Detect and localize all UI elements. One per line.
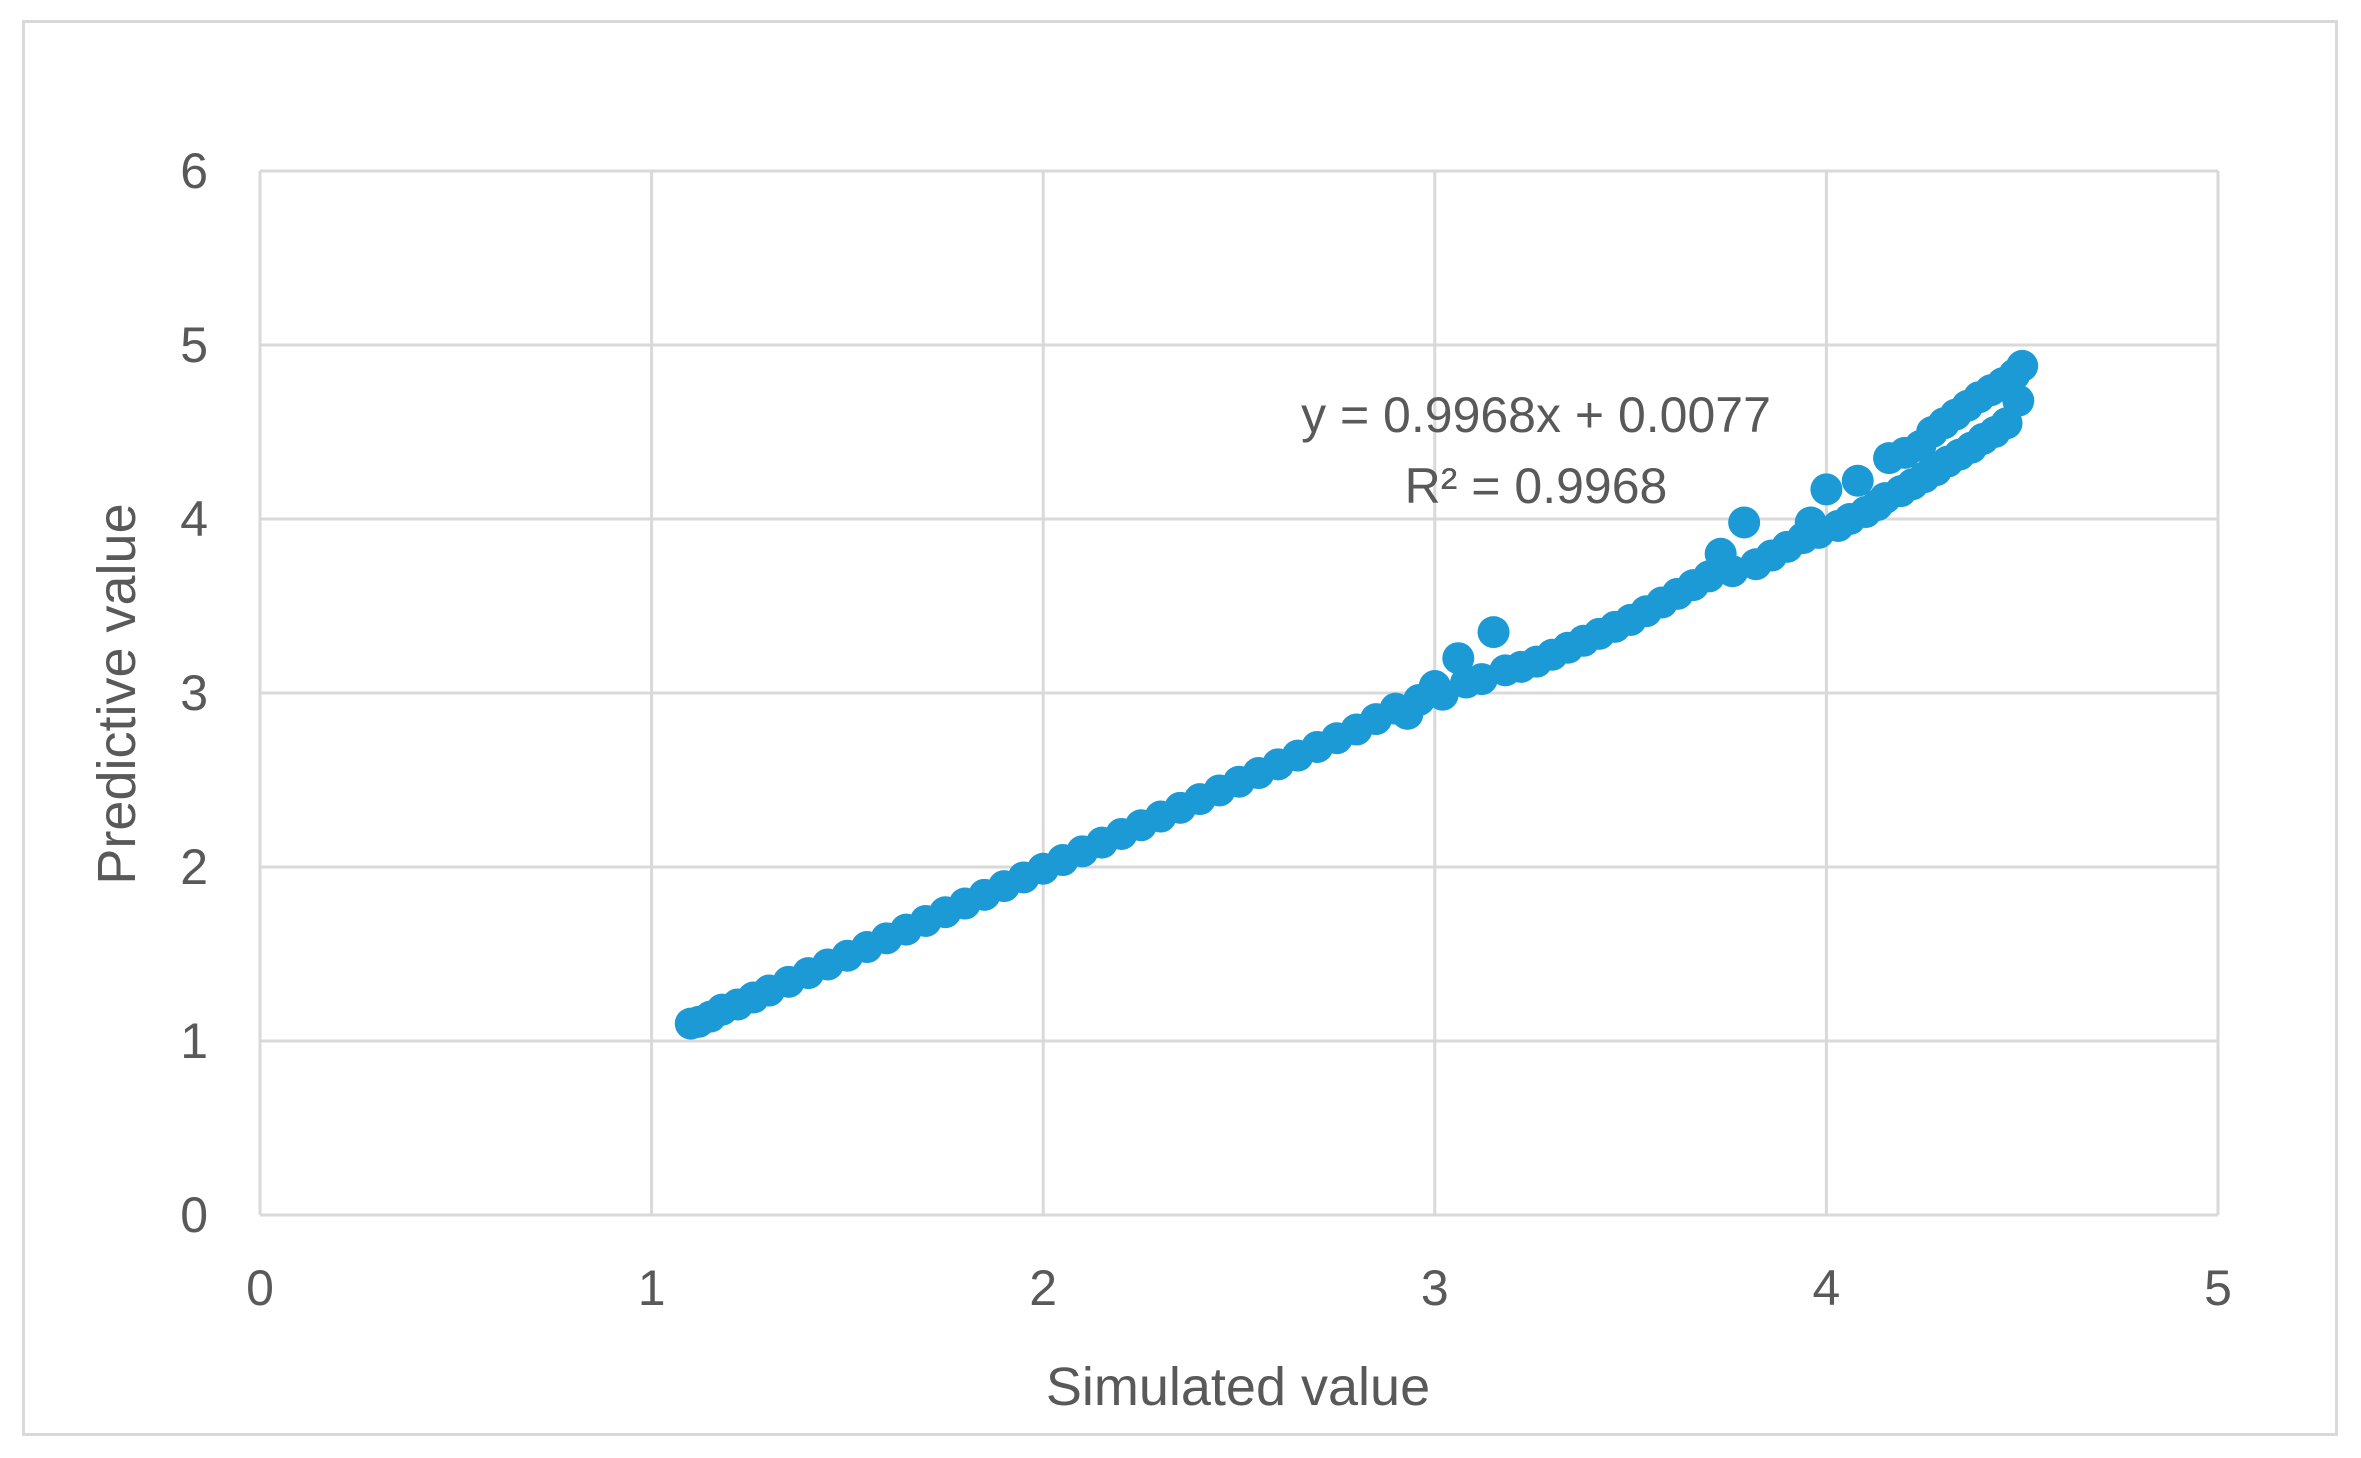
x-tick-label: 5 <box>2204 1260 2232 1316</box>
y-tick-label: 1 <box>180 1013 208 1069</box>
y-axis-title: Predictive value <box>87 503 147 884</box>
data-points <box>674 349 2039 1040</box>
y-tick-label: 6 <box>180 143 208 199</box>
y-tick-label: 5 <box>180 317 208 373</box>
trendline-equation: y = 0.9968x + 0.0077 <box>1301 387 1771 443</box>
y-tick-label: 2 <box>180 839 208 895</box>
x-tick-label: 4 <box>1812 1260 1840 1316</box>
y-tick-label: 4 <box>180 491 208 547</box>
tick-labels: 0 1 2 3 4 5 0 1 2 3 4 5 6 <box>180 143 2232 1316</box>
data-point <box>2006 349 2039 382</box>
x-tick-label: 2 <box>1029 1260 1057 1316</box>
data-point <box>1841 464 1874 497</box>
data-point <box>1728 506 1761 539</box>
y-tick-label: 3 <box>180 665 208 721</box>
data-point <box>1426 678 1459 711</box>
trendline-r-squared: R² = 0.9968 <box>1405 458 1668 514</box>
x-tick-label: 3 <box>1421 1260 1449 1316</box>
x-tick-label: 1 <box>638 1260 666 1316</box>
data-point <box>1442 642 1475 675</box>
x-axis-title: Simulated value <box>1046 1357 1430 1417</box>
data-point <box>1810 473 1843 506</box>
y-tick-label: 0 <box>180 1187 208 1243</box>
gridlines <box>258 169 2220 1217</box>
data-point <box>1477 616 1510 649</box>
chart-frame <box>22 20 2338 1436</box>
x-tick-label: 0 <box>246 1260 274 1316</box>
data-point <box>2002 384 2035 417</box>
